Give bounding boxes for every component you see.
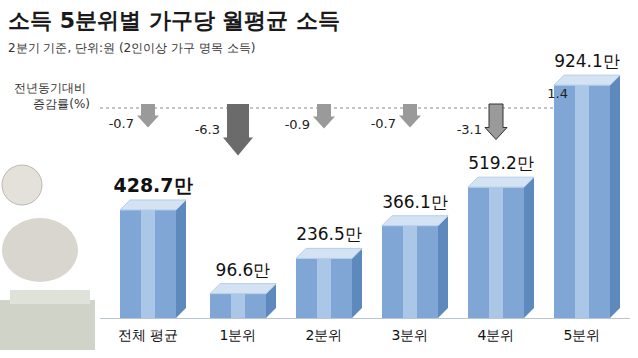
bar-side	[524, 177, 534, 318]
change-label: -0.9	[285, 117, 310, 132]
category-label: 1분위	[220, 327, 257, 343]
value-label: 96.6만	[216, 260, 271, 280]
value-label: 924.1만	[554, 51, 620, 71]
title: 소득 5분위별 가구당 월평균 소득	[8, 8, 340, 33]
bar	[210, 294, 266, 318]
change-arrow	[399, 104, 421, 128]
x-axis	[100, 318, 630, 319]
decor-piggy	[2, 218, 78, 282]
bars	[120, 75, 620, 318]
change-title-line: 전년동기대비	[14, 81, 90, 95]
labels: 428.7만전체 평균 -0.7 96.6만 1분위 -6.3 236.5만 2분위 -0.9…	[109, 51, 620, 343]
category-label: 전체 평균	[118, 327, 178, 343]
value-label: 428.7만	[113, 174, 192, 196]
bar-stripe	[317, 258, 331, 318]
change-baseline	[100, 108, 610, 109]
bar-side	[610, 75, 620, 318]
bar-top	[296, 248, 362, 258]
decor-money	[0, 300, 95, 350]
bar-3d	[120, 200, 186, 318]
change-label: -6.3	[195, 122, 220, 137]
bar-side	[176, 200, 186, 318]
decor-coin	[2, 165, 42, 205]
bar-3d	[382, 216, 448, 318]
chart: 소득 5분위별 가구당 월평균 소득 2분기 기준, 단위:원 (2인이상 가구 …	[0, 0, 638, 358]
change-arrow	[223, 104, 253, 156]
bar-3d	[554, 75, 620, 318]
bar-stripe	[489, 187, 503, 318]
change-label: -0.7	[371, 116, 396, 131]
bar-top	[210, 284, 276, 294]
change-arrows	[137, 85, 593, 156]
category-label: 5분위	[564, 327, 601, 343]
bar-stripe	[231, 294, 245, 318]
bar-top	[382, 216, 448, 226]
bar	[382, 226, 438, 318]
value-label: 366.1만	[382, 192, 448, 212]
bar-top	[120, 200, 186, 210]
change-label: -0.7	[109, 116, 134, 131]
value-label: 236.5만	[296, 224, 362, 244]
change-arrow	[485, 104, 507, 140]
bar-3d	[296, 248, 362, 318]
change-title-line: 증감률(%)	[33, 97, 90, 111]
subtitle: 2분기 기준, 단위:원 (2인이상 가구 명목 소득)	[8, 41, 255, 55]
change-label: -3.1	[457, 122, 482, 137]
bar-side	[352, 248, 362, 318]
change-label: 1.4	[547, 86, 568, 101]
bar	[554, 85, 610, 318]
bar-top	[468, 177, 534, 187]
background	[0, 0, 638, 358]
bar	[120, 210, 176, 318]
bar-3d	[468, 177, 534, 318]
bar-stripe	[403, 226, 417, 318]
bar-3d	[210, 284, 276, 318]
change-title: 전년동기대비 증감률(%)	[14, 81, 90, 111]
decor	[0, 165, 95, 350]
change-arrow	[137, 104, 159, 128]
bar	[296, 258, 352, 318]
category-label: 4분위	[478, 327, 515, 343]
bar-top	[554, 75, 620, 85]
category-label: 2분위	[306, 327, 343, 343]
bar-stripe	[575, 85, 589, 318]
bar-stripe	[141, 210, 155, 318]
category-label: 3분위	[392, 327, 429, 343]
value-label: 519.2만	[468, 153, 534, 173]
decor-money	[10, 290, 90, 304]
bar-side	[438, 216, 448, 318]
bar	[468, 187, 524, 318]
change-arrow	[313, 104, 335, 129]
